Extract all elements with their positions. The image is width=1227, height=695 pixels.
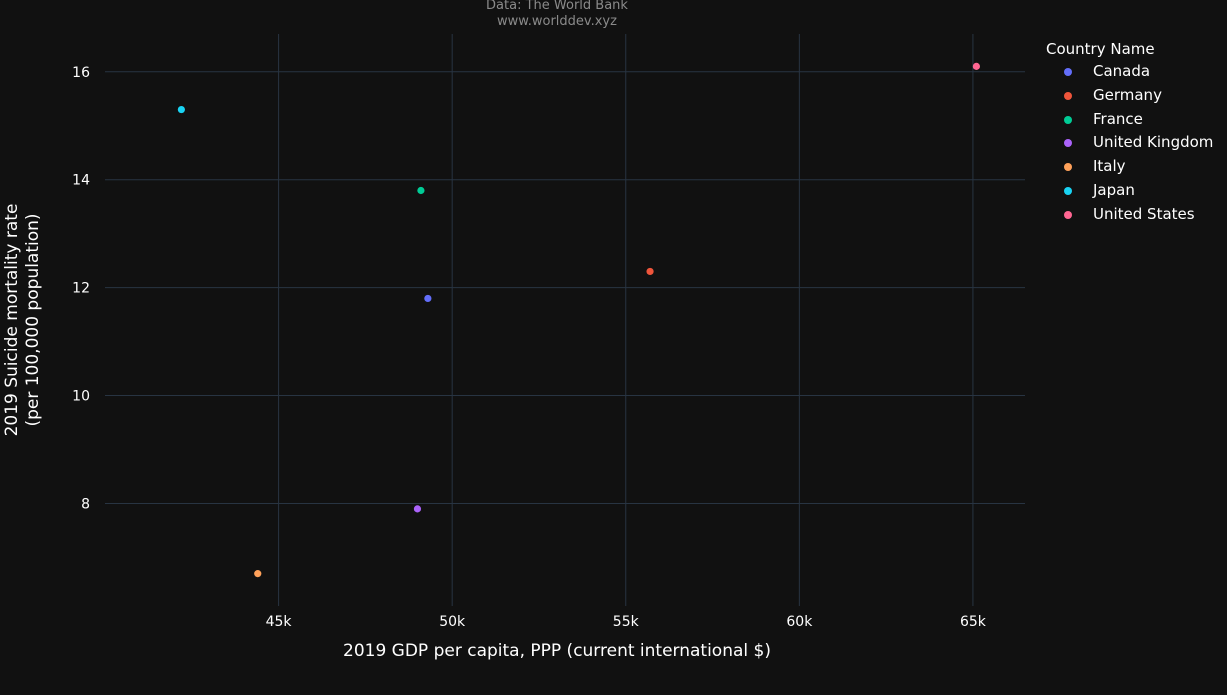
legend-label: Italy [1093,157,1126,176]
legend-item-germany[interactable]: Germany [1046,84,1227,108]
legend-label: France [1093,109,1143,128]
data-point-germany [646,267,654,276]
legend-item-france[interactable]: France [1046,108,1227,132]
x-tick-label: 45k [266,614,293,630]
y-tick-label: 10 [72,389,90,405]
legend-label: Canada [1093,62,1151,80]
data-point-united-states [972,62,980,70]
legend-item-canada[interactable]: Canada [1046,60,1227,84]
legend-item-japan[interactable]: Japan [1046,179,1227,203]
data-point-italy [254,570,262,578]
tick-labels: 45k 50k 55k 60k 65k 8 10 12 14 16 [72,65,987,630]
legend-marker [1064,91,1072,100]
legend-label: United Kingdom [1093,133,1214,152]
y-axis-title-line: 2019 Suicide mortality rate [2,203,22,437]
y-tick-label: 12 [72,281,90,297]
data-point-united-kingdom [413,505,422,513]
x-tick-label: 60k [786,614,813,630]
x-axis-title: 2019 GDP per capita, PPP (current intern… [343,641,771,661]
legend-marker [1064,210,1072,219]
data-points [177,62,980,578]
grid-lines [105,34,1025,606]
y-tick-label: 14 [72,173,90,189]
legend-item-italy[interactable]: Italy [1046,155,1227,179]
y-tick-label: 16 [72,65,90,81]
legend-title: Country Name [1046,40,1155,58]
legend-marker [1064,186,1072,195]
source-attribution: Data: The World Bank [486,0,628,13]
legend-label: United States [1093,204,1195,223]
legend-marker [1064,115,1072,124]
y-axis-title-line: (per 100,000 population) [23,213,43,427]
data-point-japan [177,105,185,114]
legend-label: Germany [1093,85,1162,104]
source-url: www.worlddev.xyz [497,14,617,29]
x-tick-label: 65k [960,614,987,630]
legend-marker [1064,163,1072,172]
x-tick-label: 50k [439,614,466,630]
legend-item-united-states[interactable]: United States [1046,203,1227,227]
data-point-canada [424,294,432,303]
data-point-france [417,186,425,195]
legend-label: Japan [1093,180,1135,199]
y-tick-label: 8 [81,496,90,512]
legend-marker [1064,68,1072,76]
legend: Country Name Canada Germany France Unite… [1046,39,1227,227]
legend-marker [1064,139,1072,148]
legend-item-united-kingdom[interactable]: United Kingdom [1046,131,1227,155]
x-tick-label: 55k [613,614,640,630]
